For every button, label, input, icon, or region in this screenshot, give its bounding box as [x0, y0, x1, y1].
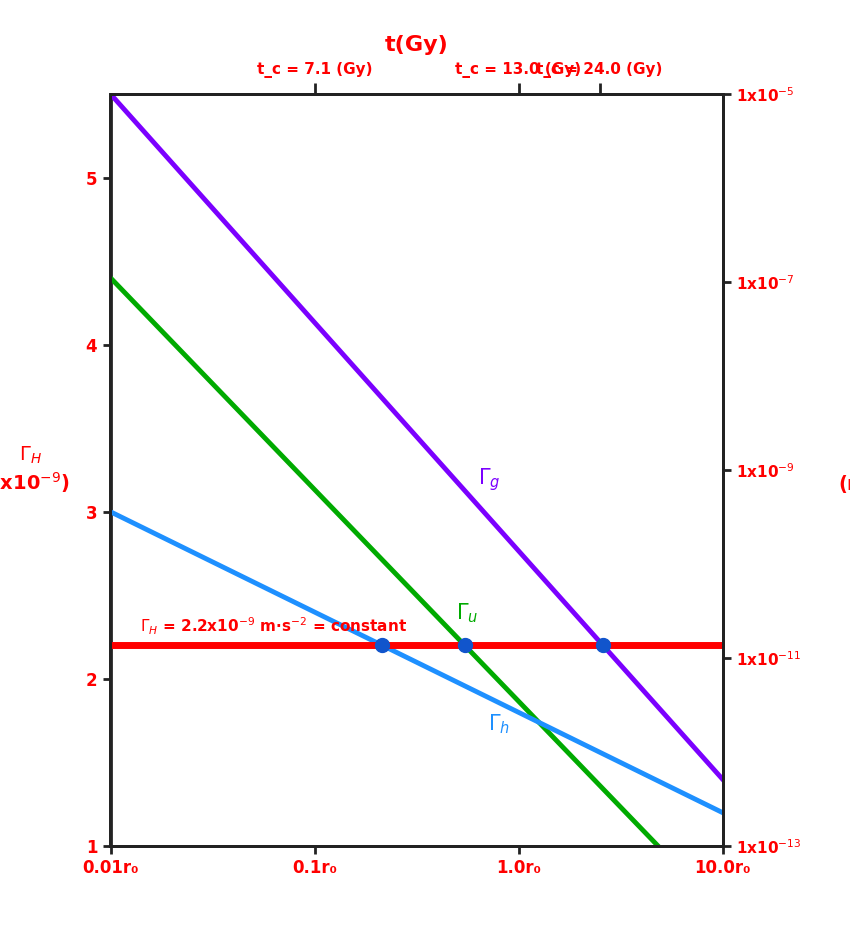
- Y-axis label: |$\Gamma_G$|
(m·s$^{-2}$): |$\Gamma_G$| (m·s$^{-2}$): [838, 444, 850, 496]
- X-axis label: t(Gy): t(Gy): [384, 35, 449, 55]
- Point: [597, 638, 610, 653]
- Point: [376, 638, 389, 653]
- Point: [458, 638, 472, 653]
- Text: $\Gamma_h$: $\Gamma_h$: [488, 713, 510, 736]
- Text: $\Gamma_u$: $\Gamma_u$: [456, 602, 479, 625]
- Text: $\Gamma_g$: $\Gamma_g$: [479, 466, 501, 494]
- Text: $\Gamma_H$ = 2.2x10$^{-9}$ m·s$^{-2}$ = constant: $\Gamma_H$ = 2.2x10$^{-9}$ m·s$^{-2}$ = …: [140, 616, 407, 637]
- Y-axis label: $\Gamma_H$
(x10$^{-9}$): $\Gamma_H$ (x10$^{-9}$): [0, 445, 70, 495]
